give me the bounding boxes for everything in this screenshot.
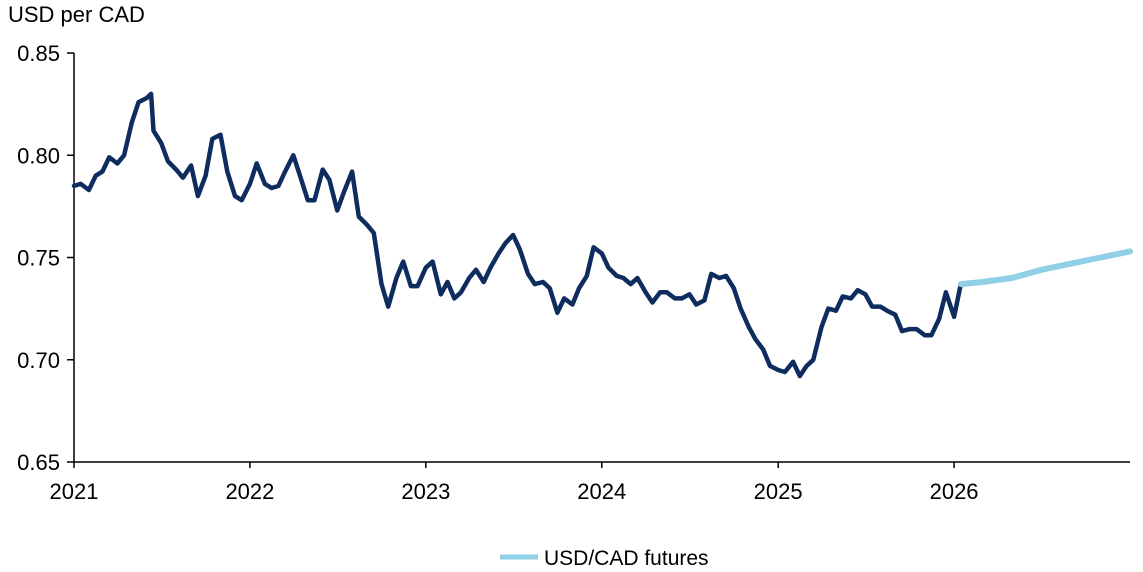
x-tick-label: 2023 [401,479,450,504]
y-axis: 0.65 0.70 0.75 0.80 0.85 [17,41,75,475]
y-tick-label: 0.75 [17,246,60,271]
y-tick-label: 0.80 [17,143,60,168]
x-axis: 2021 2022 2023 2024 2025 2026 [50,461,1130,504]
legend: USD/CAD futures [500,547,709,570]
series-lines [71,91,1133,379]
series-line-usd-cad-spot [71,91,964,379]
x-tick-label: 2026 [930,479,979,504]
y-tick-label: 0.70 [17,348,60,373]
x-tick-label: 2025 [754,479,803,504]
x-tick-label: 2024 [577,479,626,504]
y-tick-label: 0.85 [17,41,60,66]
series-line-usd-cad-futures [957,248,1133,288]
x-tick-label: 2021 [50,479,99,504]
legend-label-usd-cad-futures: USD/CAD futures [544,547,709,570]
y-axis-title: USD per CAD [8,2,145,27]
y-tick-label: 0.65 [17,450,60,475]
x-tick-label: 2022 [225,479,274,504]
